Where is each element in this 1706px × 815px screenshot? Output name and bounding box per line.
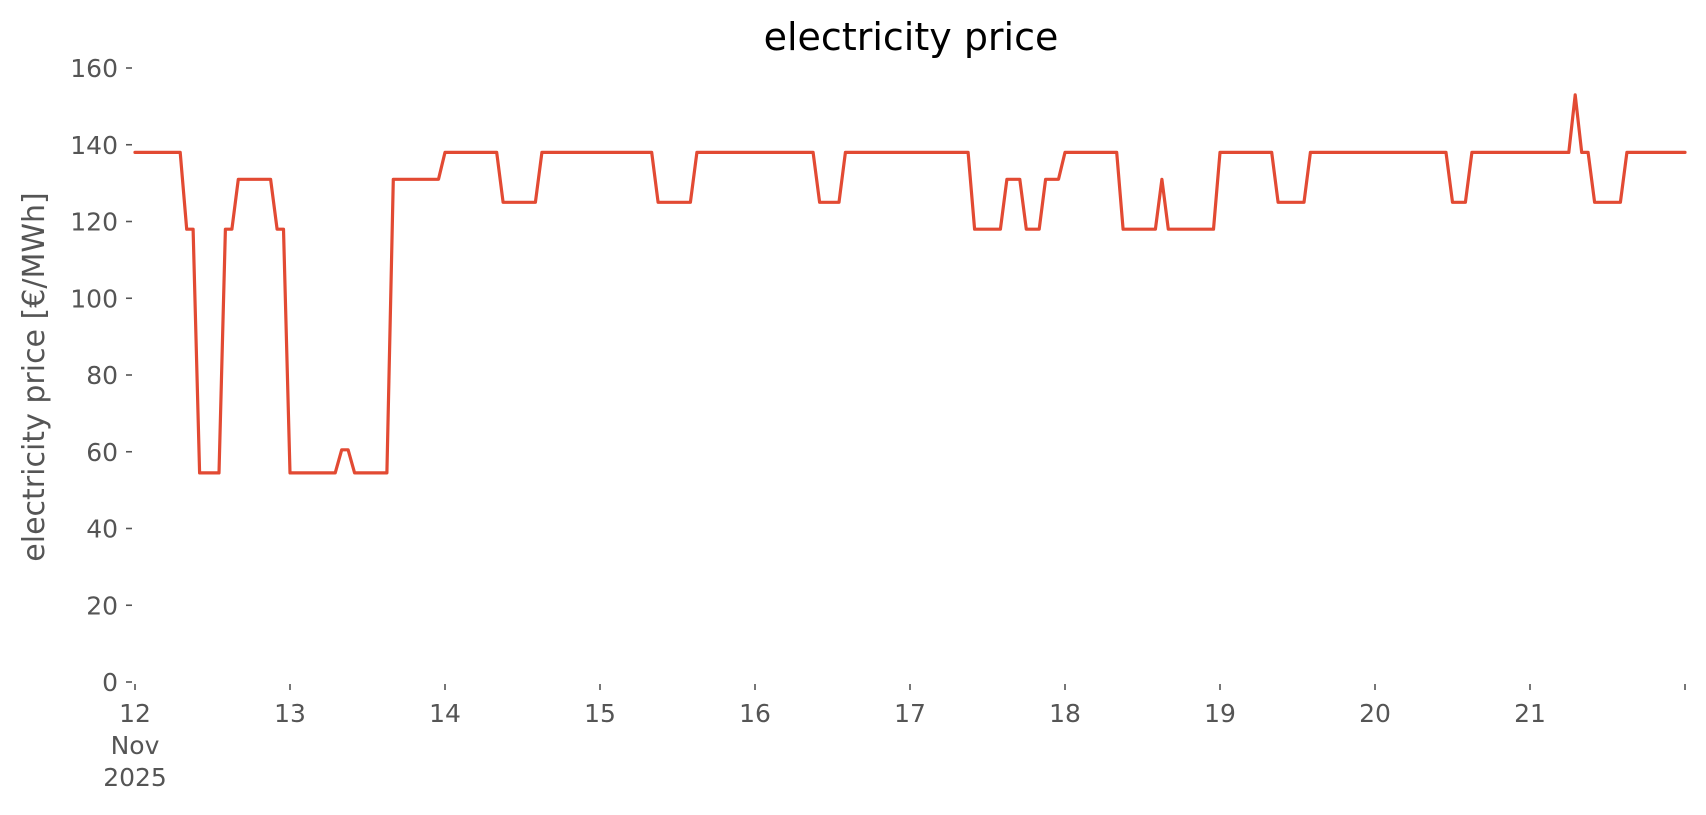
y-tick-label: 20 <box>86 591 118 620</box>
x-tick-label: 14 <box>429 699 461 728</box>
y-tick-label: 100 <box>70 284 118 313</box>
y-tick-label: 40 <box>86 515 118 544</box>
chart-title: electricity price <box>764 15 1059 59</box>
y-tick-label: 60 <box>86 438 118 467</box>
y-tick-label: 160 <box>70 54 118 83</box>
x-tick-label: 15 <box>584 699 616 728</box>
y-tick-label: 120 <box>70 208 118 237</box>
x-tick-label: 21 <box>1514 699 1546 728</box>
x-tick-sublabel-year: 2025 <box>103 763 167 792</box>
x-tick-label: 16 <box>739 699 771 728</box>
y-tick-label: 140 <box>70 131 118 160</box>
plot-area <box>133 93 1687 475</box>
y-axis: 0 20 40 60 80 100 120 140 160 <box>70 54 132 697</box>
y-tick-label: 0 <box>102 668 118 697</box>
x-tick-label: 13 <box>274 699 306 728</box>
x-axis: 12 Nov 2025 13 14 15 16 17 18 19 20 21 <box>103 684 1686 792</box>
price-series-line <box>133 93 1687 475</box>
y-tick-label: 80 <box>86 361 118 390</box>
x-tick-sublabel-month: Nov <box>111 731 160 760</box>
x-tick-label: 18 <box>1049 699 1081 728</box>
x-tick-label: 17 <box>894 699 926 728</box>
x-tick-label: 20 <box>1359 699 1391 728</box>
y-axis-label: electricity price [€/MWh] <box>17 192 52 561</box>
x-tick-label: 19 <box>1204 699 1236 728</box>
x-tick-label: 12 <box>119 699 151 728</box>
